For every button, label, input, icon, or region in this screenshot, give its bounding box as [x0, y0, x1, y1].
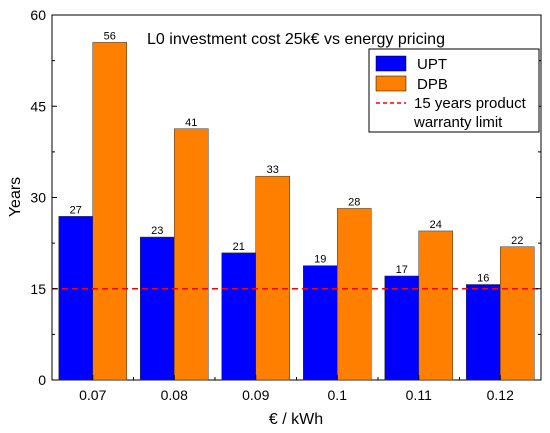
data-label-upt-1: 23 — [151, 225, 163, 237]
data-label-dpb-5: 22 — [511, 235, 523, 247]
bar-dpb-4 — [418, 230, 453, 381]
bars-group — [58, 42, 535, 381]
y-tick-label-1: 15 — [30, 281, 46, 297]
bar-dpb-0 — [92, 42, 127, 381]
y-tick-label-3: 45 — [30, 98, 46, 114]
legend-swatch-dpb — [375, 75, 407, 92]
data-label-upt-0: 27 — [70, 204, 82, 216]
x-tick-label-1: 0.08 — [161, 387, 188, 403]
legend-label-warranty-line1: 15 years product — [414, 95, 527, 112]
bar-upt-2 — [221, 252, 256, 381]
x-tick-label-5: 0.12 — [487, 387, 514, 403]
bar-dpb-5 — [500, 246, 535, 381]
x-tick-label-0: 0.07 — [79, 387, 106, 403]
data-label-upt-4: 17 — [396, 264, 408, 276]
chart-title: L0 investment cost 25k€ vs energy pricin… — [147, 31, 445, 48]
bar-upt-4 — [384, 275, 419, 381]
bar-upt-5 — [466, 284, 501, 381]
legend-swatch-upt — [375, 55, 407, 72]
data-labels-group: 27 56 23 41 21 33 19 28 17 24 16 22 — [70, 30, 524, 284]
bar-dpb-2 — [255, 175, 290, 381]
bar-upt-0 — [58, 216, 93, 381]
y-axis: 0 15 30 45 60 — [30, 7, 541, 388]
data-label-upt-3: 19 — [314, 254, 326, 266]
legend-label-warranty-line2: warranty limit — [413, 114, 503, 131]
x-axis-title: € / kWh — [269, 411, 323, 428]
x-tick-label-2: 0.09 — [242, 387, 269, 403]
x-tick-label-4: 0.11 — [406, 387, 432, 403]
y-axis-title: Years — [7, 177, 24, 217]
bar-upt-3 — [303, 265, 338, 381]
data-label-dpb-0: 56 — [104, 30, 116, 42]
data-label-upt-2: 21 — [233, 241, 245, 253]
data-label-dpb-3: 28 — [348, 196, 360, 208]
y-tick-label-4: 60 — [30, 7, 46, 23]
x-axis: 0.07 0.08 0.09 0.1 0.11 0.12 — [79, 375, 514, 403]
legend-label-upt: UPT — [417, 56, 447, 73]
x-tick-label-3: 0.1 — [328, 387, 348, 403]
data-label-dpb-2: 33 — [267, 164, 279, 176]
y-tick-label-2: 30 — [30, 190, 46, 206]
y-tick-label-0: 0 — [38, 372, 46, 388]
bar-dpb-3 — [337, 208, 372, 381]
data-label-upt-5: 16 — [477, 272, 489, 284]
legend: UPT DPB 15 years product warranty limit — [368, 48, 540, 133]
legend-label-dpb: DPB — [417, 76, 448, 93]
data-label-dpb-4: 24 — [430, 219, 442, 231]
bar-dpb-1 — [174, 128, 209, 381]
data-label-dpb-1: 41 — [185, 117, 197, 129]
bar-upt-1 — [140, 236, 175, 381]
